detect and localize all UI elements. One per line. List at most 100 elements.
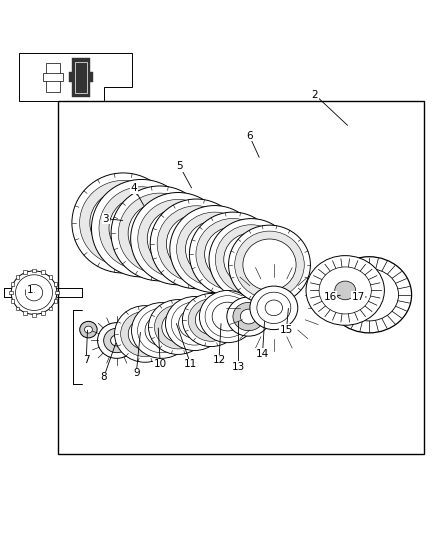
Ellipse shape [157, 206, 236, 282]
Ellipse shape [235, 231, 304, 298]
Ellipse shape [209, 219, 293, 301]
Text: 13: 13 [232, 361, 245, 372]
Ellipse shape [111, 186, 208, 281]
Ellipse shape [85, 326, 92, 333]
Bar [9, 291, 13, 294]
Text: 11: 11 [184, 359, 198, 369]
Bar [58, 101, 424, 454]
Ellipse shape [170, 206, 259, 293]
Ellipse shape [147, 208, 209, 269]
Ellipse shape [186, 221, 244, 277]
Ellipse shape [340, 269, 399, 321]
Ellipse shape [188, 299, 234, 341]
Ellipse shape [224, 233, 279, 286]
Text: 10: 10 [154, 359, 167, 369]
Text: 9: 9 [133, 368, 140, 378]
Text: 3: 3 [102, 214, 109, 224]
Ellipse shape [92, 180, 191, 277]
Ellipse shape [138, 308, 186, 353]
Ellipse shape [80, 321, 97, 338]
Ellipse shape [80, 181, 167, 265]
Ellipse shape [11, 271, 57, 314]
Bar [42, 73, 63, 81]
Bar [24, 270, 27, 274]
Ellipse shape [257, 292, 291, 324]
Ellipse shape [357, 284, 381, 305]
Ellipse shape [131, 192, 226, 285]
Ellipse shape [229, 225, 311, 304]
Bar [49, 275, 52, 279]
Bar [16, 275, 19, 279]
Ellipse shape [90, 190, 157, 255]
Bar [69, 71, 93, 82]
Ellipse shape [212, 302, 243, 331]
Bar [72, 59, 90, 97]
Ellipse shape [250, 286, 298, 329]
Text: 5: 5 [177, 161, 183, 172]
Ellipse shape [335, 281, 356, 300]
Ellipse shape [327, 257, 412, 333]
Bar [41, 270, 45, 274]
Text: 12: 12 [212, 355, 226, 365]
Text: 4: 4 [131, 183, 138, 193]
Bar [24, 311, 27, 315]
Ellipse shape [145, 315, 178, 346]
Ellipse shape [104, 328, 130, 353]
Bar [53, 300, 57, 303]
Ellipse shape [25, 284, 43, 301]
Ellipse shape [150, 199, 243, 289]
Bar [11, 300, 14, 303]
Ellipse shape [205, 227, 261, 282]
Ellipse shape [195, 305, 227, 335]
Bar [41, 311, 45, 315]
Ellipse shape [233, 302, 264, 330]
Ellipse shape [196, 219, 270, 290]
Ellipse shape [128, 318, 162, 350]
Ellipse shape [189, 212, 276, 296]
Ellipse shape [131, 303, 191, 358]
Ellipse shape [265, 300, 283, 316]
Ellipse shape [166, 296, 224, 351]
Ellipse shape [99, 187, 184, 270]
Ellipse shape [171, 302, 218, 345]
Ellipse shape [183, 294, 240, 346]
Ellipse shape [98, 322, 136, 358]
Ellipse shape [177, 212, 253, 286]
Ellipse shape [227, 297, 270, 336]
Text: 6: 6 [246, 131, 253, 141]
Ellipse shape [72, 173, 175, 273]
Ellipse shape [148, 300, 208, 354]
Ellipse shape [306, 256, 385, 325]
Bar [32, 269, 36, 272]
Ellipse shape [128, 203, 191, 264]
Bar [16, 306, 19, 310]
Ellipse shape [115, 305, 176, 362]
Text: 2: 2 [311, 90, 318, 100]
Bar [46, 63, 60, 92]
Polygon shape [19, 53, 132, 101]
Ellipse shape [109, 197, 174, 260]
Ellipse shape [155, 305, 202, 349]
Bar [75, 62, 87, 93]
Text: 16: 16 [323, 292, 337, 302]
Text: 1: 1 [26, 286, 33, 295]
Ellipse shape [319, 267, 371, 314]
Bar [11, 282, 14, 286]
Ellipse shape [166, 215, 226, 273]
Ellipse shape [179, 309, 211, 338]
Ellipse shape [243, 239, 296, 290]
Ellipse shape [199, 290, 256, 343]
Text: 15: 15 [280, 325, 293, 335]
Text: 14: 14 [256, 349, 269, 359]
Bar [32, 313, 36, 317]
Ellipse shape [118, 193, 201, 274]
Ellipse shape [215, 225, 287, 294]
Ellipse shape [240, 309, 257, 324]
Text: 7: 7 [83, 355, 89, 365]
Ellipse shape [138, 199, 219, 278]
Bar [53, 282, 57, 286]
Text: 8: 8 [100, 373, 107, 383]
Ellipse shape [205, 296, 251, 337]
Bar [55, 291, 59, 294]
Ellipse shape [162, 312, 194, 342]
